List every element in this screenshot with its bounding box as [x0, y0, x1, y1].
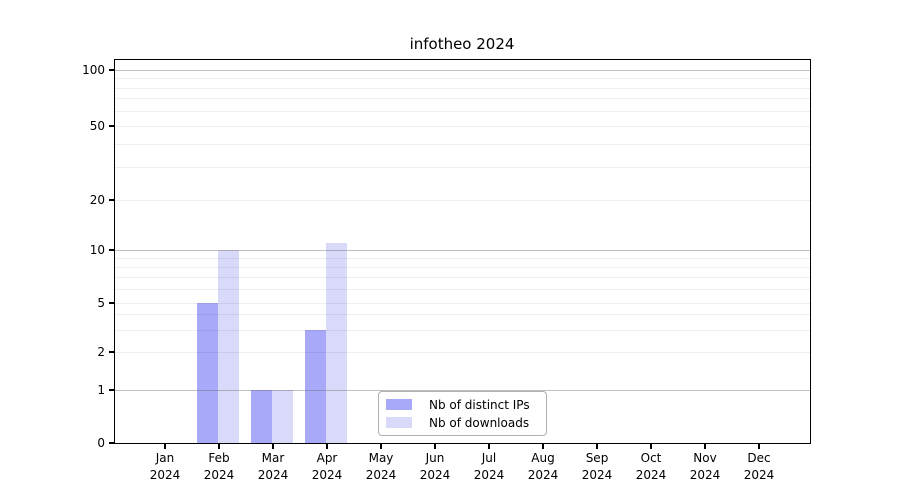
gridline-y-90	[115, 78, 810, 79]
y-axis-tick-label: 0	[97, 436, 105, 450]
legend-item: Nb of downloads	[386, 416, 538, 430]
gridline-y-9	[115, 257, 810, 259]
x-tick-mark	[434, 444, 436, 449]
gridline-y-60	[115, 110, 810, 112]
y-axis-tick-label: 20	[89, 193, 105, 207]
bar-downloads	[218, 250, 239, 443]
x-tick-month: Aug	[531, 451, 555, 465]
x-tick-mark	[164, 444, 166, 449]
y-axis-tick-label: 50	[89, 119, 105, 133]
x-axis-tick-label: Jul 2024	[461, 450, 517, 484]
x-tick-month: Mar	[261, 451, 285, 465]
x-tick-year: 2024	[527, 468, 559, 482]
y-tick-mark	[109, 302, 114, 304]
y-axis-tick-label: 1	[97, 383, 105, 397]
x-tick-year: 2024	[689, 468, 721, 482]
bar-distinct-ips	[251, 390, 272, 443]
y-axis-tick-label: 10	[89, 243, 105, 257]
x-tick-year: 2024	[473, 468, 505, 482]
legend: Nb of distinct IPs Nb of downloads	[378, 391, 547, 436]
x-axis-tick-label: Jun 2024	[407, 450, 463, 484]
plot-area	[114, 59, 811, 444]
x-tick-mark	[488, 444, 490, 449]
x-tick-month: Jul	[481, 451, 497, 465]
x-tick-mark	[380, 444, 382, 449]
y-tick-mark	[109, 125, 114, 127]
gridline-y-6	[115, 288, 810, 290]
x-axis-tick-label: Dec 2024	[731, 450, 787, 484]
gridline-y-40	[115, 143, 810, 145]
y-tick-mark	[109, 389, 114, 391]
y-axis-tick-label: 100	[82, 63, 105, 77]
gridline-y-7	[115, 276, 810, 278]
x-axis-tick-label: Oct 2024	[623, 450, 679, 484]
gridline-y-70	[115, 98, 810, 100]
bar-downloads	[272, 390, 293, 443]
x-axis-tick-label: Feb 2024	[191, 450, 247, 484]
x-axis-tick-label: Sep 2024	[569, 450, 625, 484]
gridline-y-5	[115, 302, 810, 304]
y-tick-mark	[109, 351, 114, 353]
x-tick-mark	[596, 444, 598, 449]
x-axis-tick-label: Apr 2024	[299, 450, 355, 484]
legend-label: Nb of downloads	[429, 415, 530, 430]
legend-swatch-distinct-ips	[386, 399, 412, 410]
x-tick-mark	[650, 444, 652, 449]
y-tick-mark	[109, 69, 114, 71]
x-tick-year: 2024	[257, 468, 289, 482]
chart-title: infotheo 2024	[409, 35, 515, 53]
x-tick-year: 2024	[635, 468, 667, 482]
y-tick-mark	[109, 199, 114, 201]
x-tick-month: Nov	[693, 451, 717, 465]
gridline-y-20	[115, 199, 810, 201]
x-tick-month: Apr	[316, 451, 338, 465]
y-axis-tick-label: 5	[97, 296, 105, 310]
x-axis-tick-label: Aug 2024	[515, 450, 571, 484]
gridline-y-80	[115, 87, 810, 89]
gridline-y-2	[115, 351, 810, 353]
y-tick-mark	[109, 249, 114, 251]
x-tick-year: 2024	[581, 468, 613, 482]
x-tick-month: Jan	[155, 451, 175, 465]
x-tick-year: 2024	[149, 468, 181, 482]
legend-swatch-downloads	[386, 417, 412, 428]
x-tick-year: 2024	[203, 468, 235, 482]
gridline-y-4	[115, 314, 810, 316]
x-axis-tick-label: Mar 2024	[245, 450, 301, 484]
x-tick-month: Jun	[425, 451, 445, 465]
gridline-y-50	[115, 125, 810, 127]
bar-distinct-ips	[197, 303, 218, 443]
x-axis-tick-label: Jan 2024	[137, 450, 193, 484]
x-tick-year: 2024	[365, 468, 397, 482]
x-tick-month: Sep	[585, 451, 609, 465]
x-tick-mark	[272, 444, 274, 449]
gridline-y-100	[115, 69, 810, 71]
bar-downloads	[326, 243, 347, 443]
x-tick-month: Oct	[640, 451, 662, 465]
y-tick-mark	[109, 442, 114, 444]
x-tick-mark	[758, 444, 760, 449]
x-tick-mark	[218, 444, 220, 449]
x-axis-tick-label: Nov 2024	[677, 450, 733, 484]
legend-label: Nb of distinct IPs	[429, 397, 530, 412]
gridline-y-10	[115, 249, 810, 251]
gridline-y-30	[115, 166, 810, 168]
x-tick-month: Dec	[747, 451, 771, 465]
x-tick-month: May	[368, 451, 394, 465]
y-axis-tick-label: 2	[97, 345, 105, 359]
legend-item: Nb of distinct IPs	[386, 398, 538, 412]
gridline-y-1	[115, 389, 810, 391]
bar-distinct-ips	[305, 330, 326, 443]
gridline-y-8	[115, 266, 810, 268]
x-tick-mark	[542, 444, 544, 449]
gridline-y-3	[115, 329, 810, 331]
x-tick-mark	[704, 444, 706, 449]
x-tick-year: 2024	[419, 468, 451, 482]
x-tick-year: 2024	[743, 468, 775, 482]
x-tick-year: 2024	[311, 468, 343, 482]
x-tick-month: Feb	[208, 451, 230, 465]
x-axis-tick-label: May 2024	[353, 450, 409, 484]
x-tick-mark	[326, 444, 328, 449]
